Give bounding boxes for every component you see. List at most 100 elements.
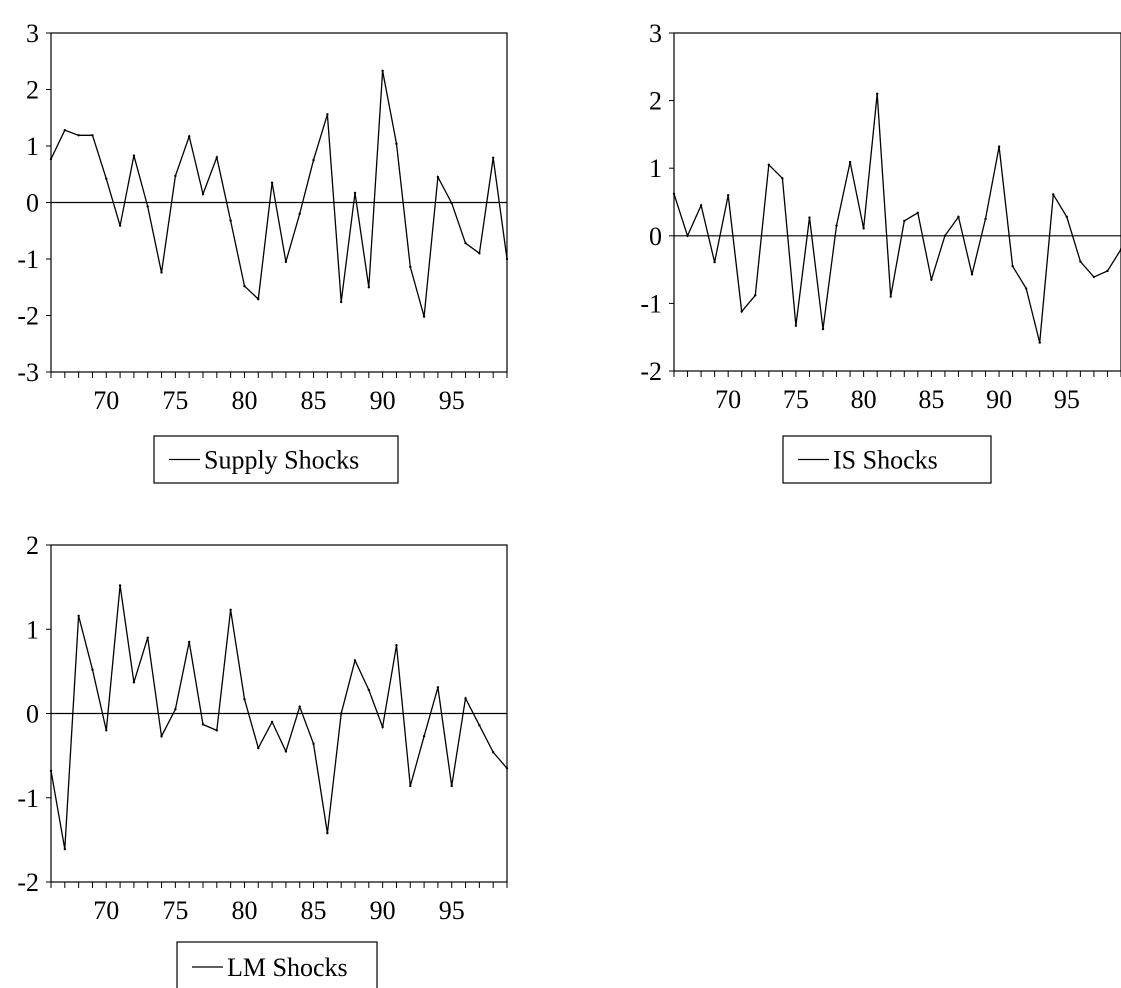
data-point xyxy=(686,234,689,237)
data-point xyxy=(875,92,879,96)
data-point xyxy=(339,300,343,304)
data-point xyxy=(381,725,384,729)
data-point xyxy=(491,751,495,754)
data-point xyxy=(889,295,892,298)
data-point xyxy=(395,644,398,647)
data-point xyxy=(862,227,865,230)
data-point xyxy=(91,134,94,137)
x-tick-label: 95 xyxy=(439,386,465,415)
data-point xyxy=(257,297,260,301)
y-tick-label: 3 xyxy=(649,19,662,48)
data-point xyxy=(450,201,453,205)
x-tick-label: 75 xyxy=(783,385,809,414)
y-tick-label: -2 xyxy=(17,302,39,331)
data-point xyxy=(970,273,974,276)
legend-supply-shocks: Supply Shocks xyxy=(153,435,399,484)
y-tick-label: -1 xyxy=(17,784,39,813)
data-point xyxy=(105,177,108,180)
y-tick-label: 2 xyxy=(26,531,39,560)
data-point xyxy=(229,219,232,222)
legend-label: IS Shocks xyxy=(833,446,938,475)
data-point xyxy=(808,216,811,219)
data-point xyxy=(436,175,440,179)
data-point xyxy=(339,712,343,715)
data-point xyxy=(672,192,676,196)
data-point xyxy=(312,742,315,746)
data-point xyxy=(505,257,509,261)
x-tick-label: 80 xyxy=(231,896,257,925)
data-point xyxy=(713,260,716,264)
data-point xyxy=(997,145,1001,148)
data-point xyxy=(326,831,329,835)
x-tick-label: 90 xyxy=(370,386,396,415)
data-point xyxy=(381,69,384,73)
data-point xyxy=(957,215,960,219)
data-point xyxy=(478,724,481,727)
data-point xyxy=(505,767,509,770)
data-point xyxy=(699,204,703,207)
x-tick-label: 70 xyxy=(715,385,741,414)
data-point xyxy=(1092,275,1096,279)
data-point xyxy=(395,142,398,145)
x-tick-label: 90 xyxy=(986,385,1012,414)
legend-label: Supply Shocks xyxy=(204,446,359,475)
x-tick-label: 85 xyxy=(301,896,327,925)
data-point xyxy=(1011,265,1014,268)
y-tick-label: 0 xyxy=(649,222,662,251)
y-tick-label: 2 xyxy=(649,87,662,116)
data-point xyxy=(754,294,757,297)
data-point xyxy=(464,241,467,245)
x-tick-label: 85 xyxy=(301,386,327,415)
legend-is-shocks: IS Shocks xyxy=(782,435,992,484)
y-tick-label: -1 xyxy=(640,289,662,318)
data-point xyxy=(848,160,852,164)
data-point xyxy=(284,260,288,264)
x-tick-label: 80 xyxy=(851,385,877,414)
data-point xyxy=(436,686,440,689)
y-tick-label: -3 xyxy=(17,358,39,387)
data-point xyxy=(146,205,149,208)
data-point xyxy=(367,286,371,289)
data-point xyxy=(105,729,108,732)
data-point xyxy=(270,181,274,184)
data-point xyxy=(77,134,80,137)
data-point xyxy=(478,252,481,255)
y-tick-label: 1 xyxy=(26,132,39,161)
x-tick-label: 85 xyxy=(918,385,944,414)
data-point xyxy=(160,271,163,274)
y-tick-label: -2 xyxy=(640,357,662,386)
data-point xyxy=(326,113,329,116)
data-point xyxy=(422,735,426,738)
data-point xyxy=(450,784,453,788)
data-point xyxy=(422,315,426,318)
y-tick-label: 1 xyxy=(26,615,39,644)
data-point xyxy=(984,217,987,221)
data-point xyxy=(243,284,246,288)
chart-lm-shocks: 2 1 0 -1 -2 70 75 80 85 90 95 LM Shocks xyxy=(17,531,509,988)
data-point xyxy=(794,324,798,327)
chart-supply-shocks: 3 2 1 0 -1 -2 -3 70 75 80 85 90 95 Supply Shocks xyxy=(17,19,509,484)
chart-is-shocks: 3 2 1 0 -1 -2 70 75 80 85 90 95 IS Shocks xyxy=(640,19,1121,484)
data-point xyxy=(930,278,933,281)
data-point xyxy=(409,784,412,788)
x-tick-label: 75 xyxy=(162,386,188,415)
y-tick-label: -2 xyxy=(17,868,39,897)
data-point xyxy=(201,192,205,196)
data-point xyxy=(229,608,232,612)
data-point xyxy=(726,194,730,197)
y-tick-label: 1 xyxy=(649,154,662,183)
y-tick-label: -1 xyxy=(17,245,39,274)
data-point xyxy=(353,659,357,662)
data-point xyxy=(409,265,412,269)
data-point xyxy=(132,681,136,684)
data-point xyxy=(118,224,122,227)
data-point xyxy=(91,668,94,671)
y-tick-label: 2 xyxy=(26,76,39,105)
series-line-is-shocks xyxy=(673,93,1121,343)
data-point xyxy=(270,720,274,724)
series-line-supply-shocks xyxy=(50,70,508,317)
data-point xyxy=(821,327,825,331)
data-point xyxy=(916,211,920,215)
data-point xyxy=(63,128,67,132)
